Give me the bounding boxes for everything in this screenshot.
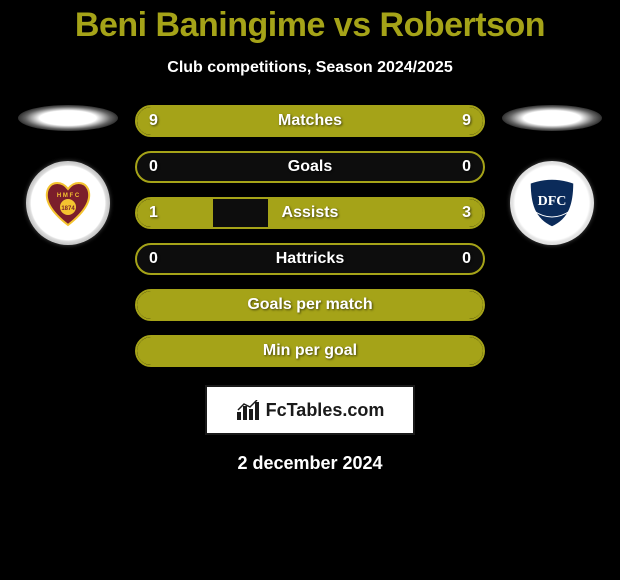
hearts-heart-icon: H M F C 1874 bbox=[40, 175, 96, 231]
date-text: 2 december 2024 bbox=[237, 453, 382, 474]
right-team-crest: DFC bbox=[510, 161, 594, 245]
stat-bar: 99Matches bbox=[135, 105, 485, 137]
right-team-col: DFC bbox=[497, 105, 607, 245]
svg-text:H M F C: H M F C bbox=[57, 193, 80, 199]
hearts-year: 1874 bbox=[61, 206, 75, 212]
stat-bar: 13Assists bbox=[135, 197, 485, 229]
stat-bar: Goals per match bbox=[135, 289, 485, 321]
stats-column: 99Matches 00Goals 13Assists 00Hattricks Goal… bbox=[135, 105, 485, 367]
stat-label: Min per goal bbox=[137, 342, 483, 360]
stat-label: Assists bbox=[137, 204, 483, 222]
page-title: Beni Baningime vs Robertson bbox=[75, 6, 545, 45]
brand-text: FcTables.com bbox=[266, 400, 385, 421]
stat-bar: Min per goal bbox=[135, 335, 485, 367]
stat-label: Goals bbox=[137, 158, 483, 176]
stat-bar: 00Hattricks bbox=[135, 243, 485, 275]
page-subtitle: Club competitions, Season 2024/2025 bbox=[167, 59, 452, 77]
left-team-crest: H M F C 1874 bbox=[26, 161, 110, 245]
stat-bar: 00Goals bbox=[135, 151, 485, 183]
infographic-container: Beni Baningime vs Robertson Club competi… bbox=[0, 0, 620, 580]
brand-box[interactable]: FcTables.com bbox=[205, 385, 415, 435]
stat-label: Goals per match bbox=[137, 296, 483, 314]
footer: FcTables.com 2 december 2024 bbox=[205, 385, 415, 474]
svg-text:DFC: DFC bbox=[538, 194, 567, 209]
bar-chart-icon bbox=[236, 400, 260, 420]
stat-label: Matches bbox=[137, 112, 483, 130]
player-shadow-right bbox=[502, 105, 602, 131]
player-shadow-left bbox=[18, 105, 118, 131]
dundee-shield-icon: DFC bbox=[524, 175, 580, 231]
main-row: H M F C 1874 99Matches 00Goals 13Assists 00… bbox=[0, 105, 620, 367]
stat-label: Hattricks bbox=[137, 250, 483, 268]
left-team-col: H M F C 1874 bbox=[13, 105, 123, 245]
